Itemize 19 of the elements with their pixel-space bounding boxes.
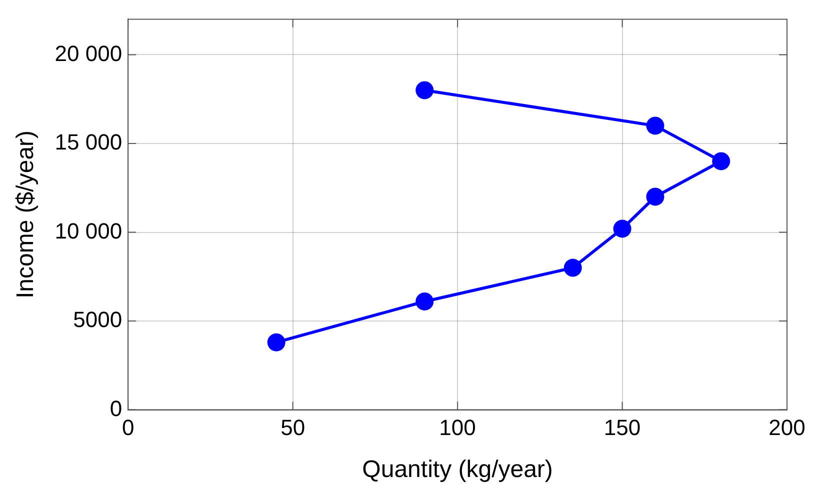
x-tick-label: 50 xyxy=(280,415,306,440)
point xyxy=(712,152,730,170)
y-axis-title: Income ($/year) xyxy=(12,130,40,299)
point xyxy=(267,333,286,352)
point xyxy=(613,220,632,238)
y-tick-label: 5000 xyxy=(73,307,122,332)
y-tick-label: 20 000 xyxy=(54,40,122,66)
y-tick-label: 0 xyxy=(110,396,122,421)
x-axis-title: Quantity (kg/year) xyxy=(362,456,553,484)
point xyxy=(416,292,434,310)
point xyxy=(564,258,582,277)
y-tick-label: 10 000 xyxy=(54,218,122,244)
point xyxy=(646,116,664,135)
point xyxy=(416,81,434,100)
x-tick-label: 150 xyxy=(604,415,641,440)
y-tick-label: 15 000 xyxy=(54,130,122,155)
x-tick-label: 100 xyxy=(439,415,476,440)
point xyxy=(646,188,664,206)
x-tick-label: 200 xyxy=(768,415,806,440)
